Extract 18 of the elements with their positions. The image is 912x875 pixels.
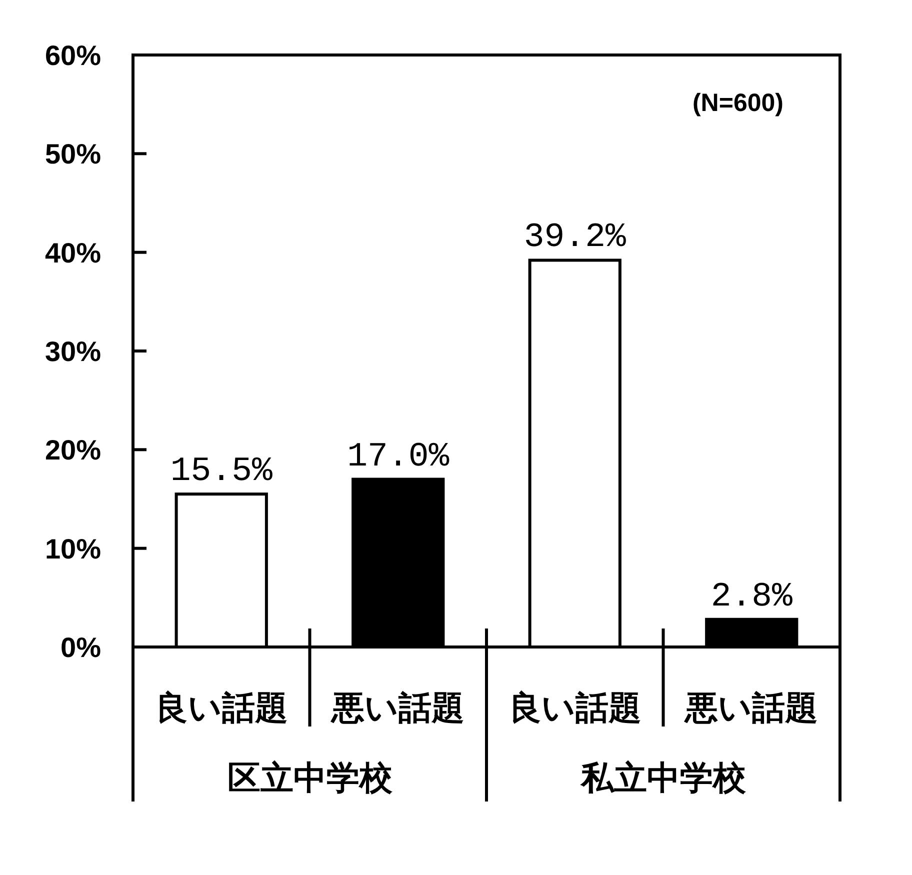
- data-label: 2.8%: [710, 578, 792, 616]
- series-label: 悪い話題: [685, 688, 818, 727]
- y-tick-label: 20%: [44, 434, 101, 466]
- y-tick-label: 50%: [44, 138, 101, 170]
- series-label: 良い話題: [154, 688, 288, 727]
- data-label: 39.2%: [524, 219, 626, 258]
- series-label: 悪い話題: [332, 688, 465, 727]
- x-tick-label: 区立中学校: [227, 758, 392, 797]
- y-tick-label: 60%: [44, 40, 101, 71]
- annotation: (N=600): [692, 89, 784, 117]
- y-tick-label: 30%: [44, 336, 101, 367]
- series-label: 良い話題: [508, 688, 642, 727]
- y-tick-label: 10%: [44, 533, 101, 564]
- y-tick-label: 40%: [44, 237, 101, 268]
- data-label: 15.5%: [170, 453, 272, 492]
- y-tick-label: 0%: [60, 632, 101, 663]
- x-tick-label: 私立中学校: [580, 758, 746, 797]
- data-label: 17.0%: [347, 438, 450, 476]
